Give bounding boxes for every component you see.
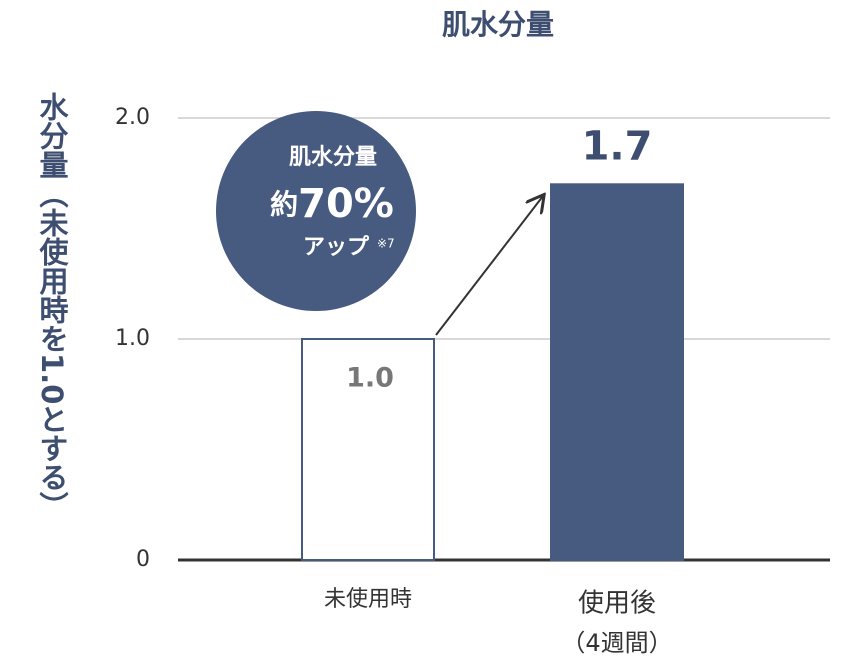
bar <box>550 183 684 562</box>
callout-prefix: 約 <box>270 188 298 221</box>
y-tick-label: 2.0 <box>115 105 150 130</box>
y-axis-label: 水分量（未使用時を1.0とする） <box>35 92 70 521</box>
x-tick-label: 未使用時 <box>324 587 412 612</box>
callout-bubble <box>216 111 416 311</box>
callout-amount: 約70% <box>270 181 394 227</box>
x-tick-sublabel: （4週間） <box>561 629 672 657</box>
arrow <box>435 196 543 336</box>
value-label: 1.7 <box>582 123 653 169</box>
y-tick-label: 0 <box>136 547 150 572</box>
x-tick-label: 使用後 <box>578 589 656 619</box>
callout-suffix: アップ <box>303 235 370 260</box>
bar <box>301 338 435 561</box>
callout-value: 70% <box>298 181 394 227</box>
callout-title: 肌水分量 <box>289 145 377 170</box>
callout-note: ※7 <box>377 237 395 251</box>
chart-title: 肌水分量 <box>442 8 554 41</box>
y-tick-label: 1.0 <box>115 326 150 351</box>
value-label: 1.0 <box>346 363 394 394</box>
